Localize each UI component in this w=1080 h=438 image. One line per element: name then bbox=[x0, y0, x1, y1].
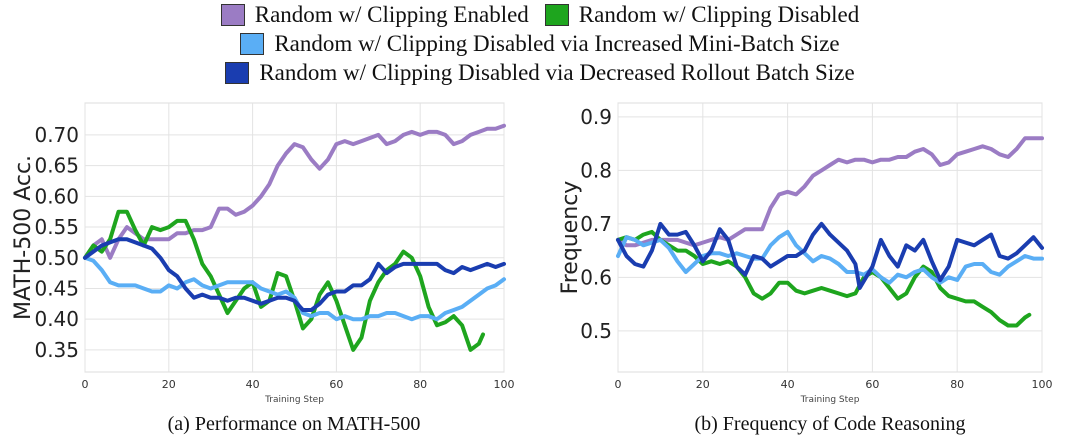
legend-label: Random w/ Clipping Disabled via Decrease… bbox=[259, 59, 855, 85]
legend-item: Random w/ Clipping Disabled bbox=[544, 1, 860, 28]
legend-item: Random w/ Clipping Enabled bbox=[220, 1, 529, 28]
legend-swatch bbox=[240, 32, 265, 55]
x-tick-label: 20 bbox=[162, 378, 176, 391]
y-tick-label: 0.50 bbox=[34, 246, 79, 270]
legend-label: Random w/ Clipping Disabled bbox=[578, 1, 860, 27]
legend-row: Random w/ Clipping Disabled via Increase… bbox=[0, 29, 1080, 58]
legend-row: Random w/ Clipping Disabled via Decrease… bbox=[0, 58, 1080, 87]
y-axis-label: MATH-500 Acc. bbox=[11, 155, 36, 320]
legend-item: Random w/ Clipping Disabled via Increase… bbox=[240, 30, 840, 57]
y-tick-label: 0.45 bbox=[34, 276, 79, 300]
legend-swatch bbox=[220, 3, 245, 26]
series-line bbox=[83, 255, 506, 322]
x-axis-label: Training Step bbox=[800, 395, 860, 405]
series-line bbox=[83, 209, 485, 352]
series-line bbox=[616, 229, 1044, 285]
y-tick-label: 0.8 bbox=[580, 158, 612, 182]
x-tick-label: 0 bbox=[615, 378, 622, 391]
series-line bbox=[616, 221, 1044, 290]
x-tick-label: 20 bbox=[696, 378, 710, 391]
y-tick-label: 0.60 bbox=[34, 184, 79, 208]
legend: Random w/ Clipping Enabled Random w/ Cli… bbox=[0, 0, 1080, 87]
legend-swatch bbox=[544, 3, 569, 26]
y-tick-label: 0.35 bbox=[34, 338, 79, 362]
x-axis-label: Training Step bbox=[264, 395, 324, 405]
y-tick-label: 0.7 bbox=[580, 212, 612, 236]
y-tick-label: 0.40 bbox=[34, 307, 79, 331]
y-tick-label: 0.70 bbox=[34, 123, 79, 147]
x-tick-label: 100 bbox=[494, 378, 515, 391]
series-line bbox=[83, 237, 506, 312]
chart-caption: (a) Performance on MATH-500 bbox=[168, 413, 421, 435]
legend-label: Random w/ Clipping Enabled bbox=[254, 1, 529, 27]
y-tick-label: 0.9 bbox=[580, 105, 612, 129]
x-tick-label: 60 bbox=[329, 378, 343, 391]
legend-swatch bbox=[225, 61, 250, 84]
x-tick-label: 40 bbox=[781, 378, 795, 391]
y-tick-label: 0.5 bbox=[580, 319, 612, 343]
series-line bbox=[616, 229, 1032, 328]
x-tick-label: 80 bbox=[413, 378, 427, 391]
plot-area bbox=[617, 102, 1043, 373]
chart-caption: (b) Frequency of Code Reasoning bbox=[694, 413, 965, 435]
y-tick-label: 0.6 bbox=[580, 265, 612, 289]
legend-row: Random w/ Clipping Enabled Random w/ Cli… bbox=[0, 0, 1080, 29]
series-line bbox=[83, 123, 506, 260]
legend-item: Random w/ Clipping Disabled via Decrease… bbox=[225, 59, 855, 86]
x-tick-label: 100 bbox=[1032, 378, 1053, 391]
series-line bbox=[616, 136, 1044, 248]
y-tick-label: 0.65 bbox=[34, 154, 79, 178]
legend-label: Random w/ Clipping Disabled via Increase… bbox=[274, 30, 840, 56]
y-tick-label: 0.55 bbox=[34, 215, 79, 239]
x-tick-label: 40 bbox=[246, 378, 260, 391]
x-tick-label: 60 bbox=[865, 378, 879, 391]
x-tick-label: 0 bbox=[82, 378, 89, 391]
x-tick-label: 80 bbox=[950, 378, 964, 391]
y-axis-label: Frequency bbox=[558, 181, 583, 295]
